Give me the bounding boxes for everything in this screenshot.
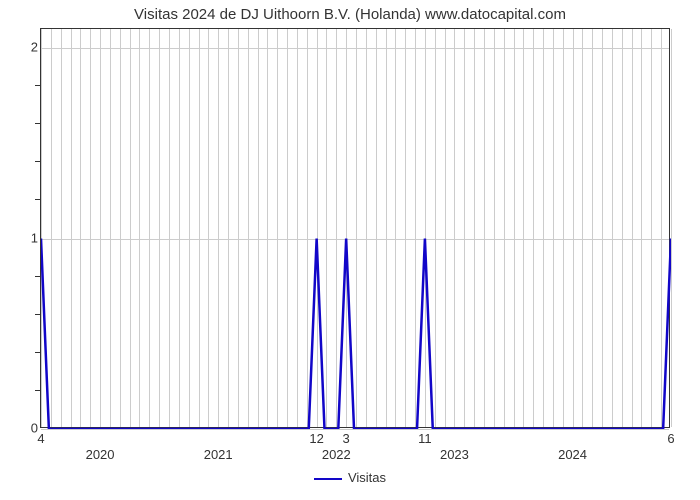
x-month-label: 3 bbox=[343, 431, 350, 446]
chart-title: Visitas 2024 de DJ Uithoorn B.V. (Holand… bbox=[0, 6, 700, 23]
grid-line-vertical bbox=[671, 29, 672, 427]
legend-swatch bbox=[314, 478, 342, 480]
grid-line-horizontal bbox=[41, 429, 669, 430]
legend: Visitas bbox=[0, 470, 700, 485]
legend-label: Visitas bbox=[348, 470, 386, 485]
series-line bbox=[41, 29, 671, 429]
x-month-label: 11 bbox=[418, 431, 432, 446]
x-year-label: 2023 bbox=[440, 447, 469, 462]
y-minor-tick bbox=[35, 390, 40, 391]
y-minor-tick bbox=[35, 352, 40, 353]
y-minor-tick bbox=[35, 314, 40, 315]
x-year-label: 2022 bbox=[322, 447, 351, 462]
y-minor-tick bbox=[35, 123, 40, 124]
y-minor-tick bbox=[35, 85, 40, 86]
x-year-label: 2024 bbox=[558, 447, 587, 462]
x-year-label: 2020 bbox=[86, 447, 115, 462]
plot-area: 202020212022202320244123116 bbox=[40, 28, 670, 428]
chart-container: Visitas 2024 de DJ Uithoorn B.V. (Holand… bbox=[0, 0, 700, 500]
x-month-label: 12 bbox=[309, 431, 323, 446]
y-tick-label: 2 bbox=[0, 40, 38, 55]
y-tick-label: 1 bbox=[0, 230, 38, 245]
x-month-label: 6 bbox=[667, 431, 674, 446]
x-year-label: 2021 bbox=[204, 447, 233, 462]
y-minor-tick bbox=[35, 199, 40, 200]
y-tick-label: 0 bbox=[0, 421, 38, 436]
y-minor-tick bbox=[35, 161, 40, 162]
y-minor-tick bbox=[35, 276, 40, 277]
x-month-label: 4 bbox=[37, 431, 44, 446]
